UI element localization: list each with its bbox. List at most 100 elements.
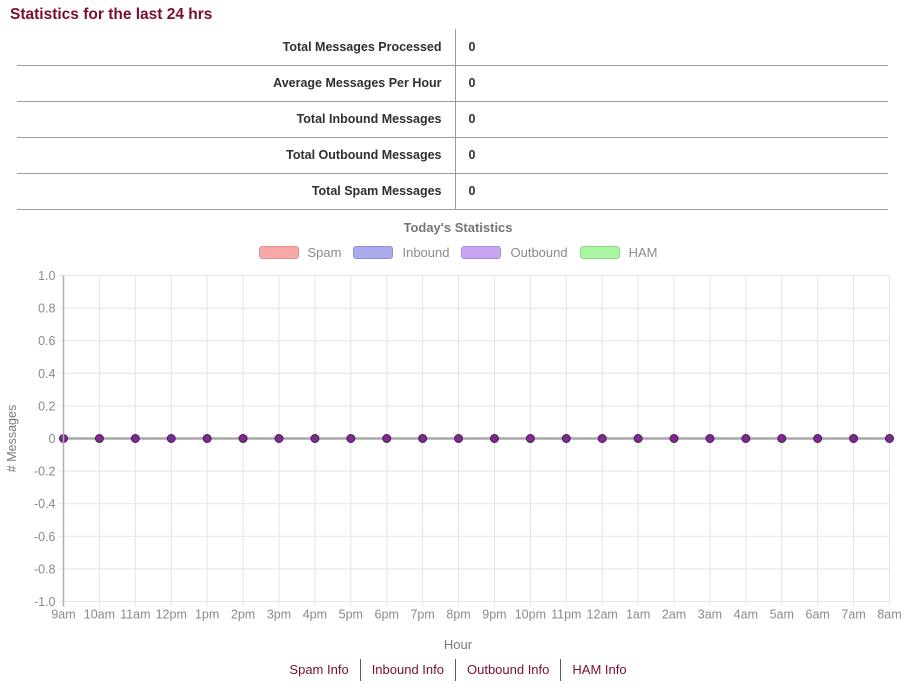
data-point	[705, 433, 715, 443]
svg-text:4pm: 4pm	[303, 607, 327, 621]
svg-text:5am: 5am	[770, 607, 794, 621]
data-point	[849, 433, 859, 443]
svg-text:-0.4: -0.4	[34, 497, 56, 511]
inbound-swatch	[353, 246, 394, 259]
outbound-swatch	[461, 246, 502, 259]
svg-text:0: 0	[49, 432, 56, 446]
data-point	[418, 433, 428, 443]
svg-text:-0.8: -0.8	[34, 562, 56, 576]
svg-text:10pm: 10pm	[515, 607, 546, 621]
svg-text:6am: 6am	[806, 607, 830, 621]
table-row: Total Inbound Messages 0	[17, 101, 888, 138]
svg-text:2pm: 2pm	[231, 607, 255, 621]
legend-label: Outbound	[510, 245, 568, 260]
legend-label: Inbound	[402, 245, 450, 260]
svg-text:12am: 12am	[587, 607, 618, 621]
table-row: Total Spam Messages 0	[17, 173, 888, 210]
data-point	[597, 433, 607, 443]
svg-text:7pm: 7pm	[410, 607, 434, 621]
legend-item-spam: Spam	[258, 245, 342, 260]
data-point	[454, 433, 464, 443]
svg-text:8am: 8am	[877, 607, 901, 621]
page-title: Statistics for the last 24 hrs	[10, 6, 213, 23]
spam-info-link[interactable]: Spam Info	[289, 661, 349, 677]
x-axis-title: Hour	[443, 636, 473, 652]
row-label: Total Outbound Messages	[17, 137, 455, 174]
data-point	[633, 433, 643, 443]
row-label: Total Messages Processed	[17, 29, 455, 66]
svg-text:0.4: 0.4	[38, 366, 55, 380]
link-divider	[454, 658, 456, 681]
data-point	[885, 433, 894, 443]
link-divider	[560, 658, 562, 681]
legend-item-inbound: Inbound	[353, 245, 449, 260]
data-point	[561, 433, 571, 443]
svg-text:-1.0: -1.0	[34, 595, 56, 609]
table-row: Average Messages Per Hour 0	[17, 65, 888, 102]
svg-text:-0.6: -0.6	[34, 529, 56, 543]
summary-table: Total Messages Processed 0 Average Messa…	[17, 29, 888, 210]
data-point	[813, 433, 823, 443]
svg-text:0.6: 0.6	[38, 334, 55, 348]
row-label: Total Spam Messages	[17, 173, 455, 210]
svg-text:9pm: 9pm	[482, 607, 506, 621]
data-series	[59, 433, 894, 443]
table-row: Total Messages Processed 0	[17, 29, 888, 66]
data-point	[166, 433, 176, 443]
data-point	[202, 433, 212, 443]
svg-text:1pm: 1pm	[195, 607, 219, 621]
chart-grid	[59, 274, 890, 606]
legend-item-ham: HAM	[579, 245, 658, 260]
row-label: Total Inbound Messages	[17, 101, 455, 138]
chart-legend: Spam Inbound Outbound HAM	[0, 245, 916, 261]
svg-text:5pm: 5pm	[339, 607, 363, 621]
svg-text:2am: 2am	[662, 607, 686, 621]
row-label: Average Messages Per Hour	[17, 65, 455, 102]
spam-swatch	[258, 246, 299, 259]
data-point	[777, 433, 787, 443]
row-value: 0	[454, 137, 888, 174]
svg-text:12pm: 12pm	[156, 607, 187, 621]
svg-text:9am: 9am	[51, 607, 75, 621]
svg-text:3pm: 3pm	[267, 607, 291, 621]
row-value: 0	[454, 65, 888, 102]
row-value: 0	[454, 101, 888, 138]
y-axis-label: # Messages	[5, 404, 19, 471]
legend-item-outbound: Outbound	[461, 245, 568, 260]
data-point	[130, 433, 140, 443]
data-point	[94, 433, 104, 443]
data-point	[382, 433, 392, 443]
svg-text:10am: 10am	[84, 607, 115, 621]
svg-text:11pm: 11pm	[551, 607, 581, 621]
svg-text:3am: 3am	[698, 607, 722, 621]
outbound-info-link[interactable]: Outbound Info	[466, 661, 550, 677]
link-divider	[359, 658, 361, 681]
svg-text:0.2: 0.2	[38, 399, 55, 413]
data-point	[310, 433, 320, 443]
ham-info-link[interactable]: HAM Info	[572, 661, 627, 677]
svg-text:11am: 11am	[120, 607, 150, 621]
legend-label: Spam	[307, 245, 342, 260]
table-row: Total Outbound Messages 0	[17, 137, 888, 174]
svg-text:7am: 7am	[841, 607, 865, 621]
data-point	[238, 433, 248, 443]
svg-text:1am: 1am	[626, 607, 650, 621]
ham-swatch	[579, 246, 620, 259]
row-value: 0	[454, 29, 888, 66]
data-point	[346, 433, 356, 443]
chart-title: Today's Statistics	[403, 219, 513, 235]
svg-text:1.0: 1.0	[38, 271, 55, 283]
svg-text:0.8: 0.8	[38, 301, 55, 315]
svg-text:6pm: 6pm	[375, 607, 399, 621]
data-point	[741, 433, 751, 443]
legend-label: HAM	[628, 245, 658, 260]
data-point	[669, 433, 679, 443]
svg-text:4am: 4am	[734, 607, 758, 621]
footer-links: Spam Info Inbound Info Outbound Info HAM…	[0, 658, 916, 681]
data-point	[274, 433, 284, 443]
inbound-info-link[interactable]: Inbound Info	[371, 661, 444, 677]
data-point	[489, 433, 499, 443]
statistics-page: Statistics for the last 24 hrs Total Mes…	[0, 6, 916, 681]
